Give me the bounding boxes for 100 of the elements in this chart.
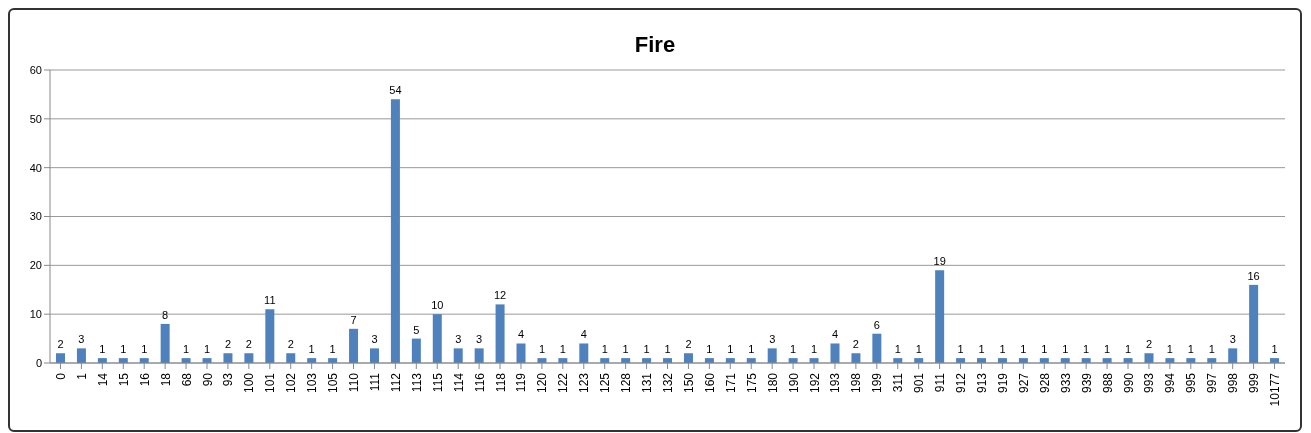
x-tick-label: 125 bbox=[598, 372, 613, 394]
data-label: 16 bbox=[1247, 269, 1260, 282]
x-tick-label: 180 bbox=[765, 372, 780, 394]
x-tick-label: 198 bbox=[849, 372, 864, 394]
x-tick-label: 122 bbox=[556, 372, 571, 394]
bar bbox=[432, 314, 442, 363]
y-tick-label: 20 bbox=[29, 259, 42, 272]
data-label: 2 bbox=[57, 338, 64, 351]
data-label: 1 bbox=[622, 343, 629, 356]
bar bbox=[244, 353, 254, 363]
data-label: 1 bbox=[643, 343, 650, 356]
x-tick-label: 150 bbox=[681, 372, 696, 394]
bar bbox=[411, 338, 421, 363]
x-tick-label: 999 bbox=[1247, 372, 1262, 394]
data-label: 1 bbox=[120, 343, 127, 356]
data-label: 1 bbox=[1166, 343, 1173, 356]
data-label: 1 bbox=[894, 343, 901, 356]
x-tick-label: 997 bbox=[1205, 372, 1220, 394]
bar bbox=[286, 353, 296, 363]
data-label: 1 bbox=[1187, 343, 1194, 356]
data-label: 1 bbox=[978, 343, 985, 356]
x-tick-label: 911 bbox=[933, 372, 948, 393]
y-tick-label: 30 bbox=[29, 210, 42, 223]
data-label: 1 bbox=[183, 343, 190, 356]
bar bbox=[56, 353, 65, 363]
data-label: 3 bbox=[78, 333, 85, 346]
x-tick-label: 14 bbox=[95, 372, 110, 387]
x-tick-label: 928 bbox=[1037, 372, 1052, 394]
bar bbox=[349, 328, 359, 363]
data-label: 1 bbox=[811, 343, 818, 356]
bar bbox=[495, 304, 505, 363]
data-label: 1 bbox=[1271, 343, 1278, 356]
data-label: 3 bbox=[1229, 333, 1236, 346]
data-label: 2 bbox=[1145, 338, 1153, 351]
bar bbox=[474, 348, 484, 363]
x-tick-label: 160 bbox=[702, 372, 717, 394]
x-tick-label: 15 bbox=[116, 372, 131, 387]
data-label: 11 bbox=[264, 294, 276, 307]
x-tick-label: 901 bbox=[912, 372, 927, 394]
data-label: 5 bbox=[413, 323, 420, 336]
data-label: 1 bbox=[915, 343, 922, 356]
x-tick-label: 994 bbox=[1163, 372, 1178, 394]
x-tick-label: 199 bbox=[870, 372, 885, 394]
data-label: 8 bbox=[162, 308, 169, 321]
x-tick-label: 101 bbox=[263, 372, 278, 394]
data-label: 1 bbox=[99, 343, 106, 356]
bar bbox=[369, 348, 379, 363]
x-tick-label: 192 bbox=[807, 372, 822, 394]
data-label: 4 bbox=[831, 328, 839, 341]
x-tick-label: 990 bbox=[1121, 372, 1136, 394]
bar bbox=[1249, 284, 1259, 363]
bar bbox=[516, 343, 526, 363]
x-tick-label: 933 bbox=[1058, 372, 1073, 394]
data-label: 2 bbox=[852, 338, 859, 351]
x-tick-label: 110 bbox=[347, 372, 362, 393]
data-label: 1 bbox=[1083, 343, 1090, 356]
bar bbox=[767, 348, 777, 363]
data-label: 1 bbox=[664, 343, 671, 356]
x-tick-label: 0 bbox=[53, 372, 68, 380]
data-label: 1 bbox=[538, 343, 545, 356]
x-tick-label: 190 bbox=[786, 372, 801, 394]
x-tick-label: 16 bbox=[137, 372, 152, 387]
data-label: 1 bbox=[601, 343, 608, 356]
x-tick-label: 123 bbox=[577, 372, 592, 394]
data-label: 1 bbox=[999, 343, 1006, 356]
chart-title: Fire bbox=[633, 32, 677, 58]
data-label: 2 bbox=[685, 338, 692, 351]
x-tick-label: 120 bbox=[535, 372, 550, 394]
data-label: 1 bbox=[141, 343, 148, 356]
data-label: 1 bbox=[748, 343, 755, 356]
x-tick-label: 68 bbox=[179, 372, 194, 387]
bar bbox=[160, 323, 170, 363]
data-label: 19 bbox=[933, 255, 946, 268]
y-tick-label: 60 bbox=[29, 63, 42, 76]
x-tick-label: 311 bbox=[891, 372, 906, 393]
x-tick-label: 913 bbox=[975, 372, 989, 394]
y-tick-label: 0 bbox=[35, 356, 42, 369]
x-tick-label: 114 bbox=[451, 372, 466, 393]
data-label: 1 bbox=[1062, 343, 1069, 356]
data-label: 2 bbox=[224, 338, 232, 351]
bar bbox=[390, 99, 400, 363]
x-tick-label: 113 bbox=[409, 372, 424, 393]
x-tick-label: 998 bbox=[1226, 372, 1241, 394]
bar bbox=[265, 309, 275, 363]
bar bbox=[683, 353, 693, 363]
y-tick-label: 50 bbox=[29, 112, 42, 125]
x-tick-label: 111 bbox=[367, 372, 382, 392]
bar bbox=[1144, 353, 1154, 363]
data-label: 1 bbox=[957, 343, 964, 356]
x-tick-label: 912 bbox=[954, 372, 969, 394]
x-tick-label: 112 bbox=[388, 372, 403, 393]
bar bbox=[1228, 348, 1238, 363]
data-label: 1 bbox=[1124, 343, 1132, 356]
x-tick-label: 93 bbox=[221, 372, 236, 387]
bar bbox=[872, 333, 882, 363]
data-label: 1 bbox=[706, 343, 713, 356]
x-tick-label: 171 bbox=[723, 372, 738, 394]
x-tick-label: 939 bbox=[1079, 372, 1094, 394]
x-tick-label: 128 bbox=[619, 372, 634, 394]
data-label: 3 bbox=[769, 333, 776, 346]
